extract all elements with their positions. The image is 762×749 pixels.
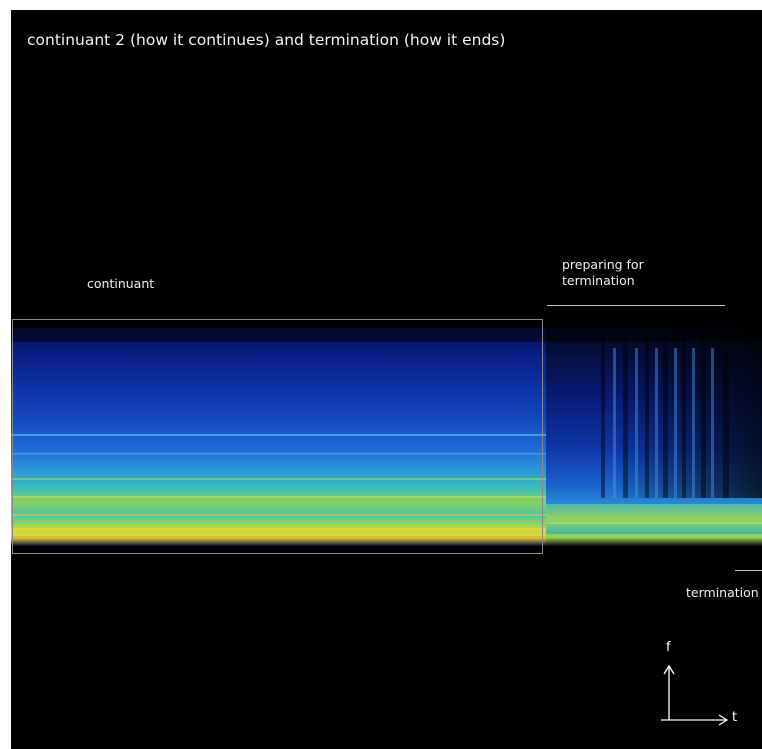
time-axis-label: t xyxy=(732,710,738,725)
preparing-bracket-line xyxy=(547,305,725,306)
termination-bracket-line xyxy=(735,570,762,571)
termination-striations xyxy=(601,338,729,498)
fade-region xyxy=(611,328,762,498)
axes-indicator xyxy=(661,664,729,726)
frequency-axis-label: f xyxy=(666,640,671,655)
preparing-label-line2: termination xyxy=(562,273,635,288)
low-band-tail xyxy=(546,504,762,534)
spectrogram-panel: continuant 2 (how it continues) and term… xyxy=(11,10,762,749)
preparing-label: preparing for termination xyxy=(562,257,644,289)
continuant-label: continuant xyxy=(87,276,155,291)
frequency-arrowhead xyxy=(663,664,675,675)
figure-title: continuant 2 (how it continues) and term… xyxy=(27,31,506,49)
spectrogram xyxy=(11,328,762,546)
time-arrowhead xyxy=(718,714,729,726)
noise-floor xyxy=(11,328,762,342)
continuant-spectrum xyxy=(11,328,546,546)
continuant-highlight-box xyxy=(12,319,543,554)
preparing-label-line1: preparing for xyxy=(562,257,644,272)
harmonic-streaks xyxy=(11,434,762,538)
termination-label: termination xyxy=(686,585,759,600)
